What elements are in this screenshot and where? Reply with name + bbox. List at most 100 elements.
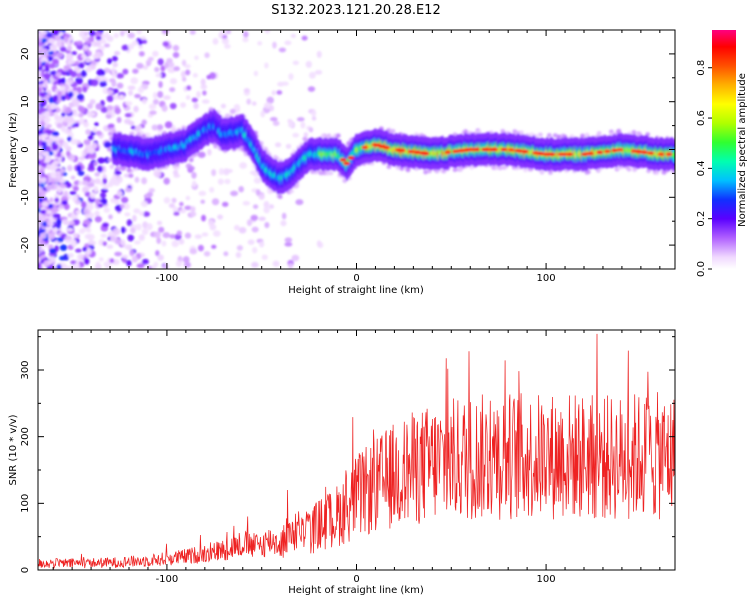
noise-cell (61, 77, 66, 84)
noise-cell (82, 246, 88, 252)
noise-cell (84, 58, 92, 63)
noise-cell (46, 209, 51, 215)
halo-cell (539, 170, 545, 175)
spectrogram-xlabel: Height of straight line (km) (288, 285, 424, 296)
noise-cell (83, 44, 89, 51)
halo-cell (441, 169, 447, 174)
noise-cell (64, 182, 73, 188)
spectrogram-ylabel: Frequency (Hz) (8, 112, 19, 188)
ridge-peak-cell (407, 149, 415, 154)
noise-cell (60, 168, 65, 174)
noise-cell (114, 238, 121, 245)
noise-cell (136, 30, 142, 35)
noise-cell (111, 73, 117, 78)
ridge-peak-cell (596, 150, 604, 155)
noise-cell (88, 205, 93, 211)
noise-cell (47, 204, 54, 209)
noise-cell (59, 244, 68, 251)
noise-cell (128, 90, 134, 96)
noise-cell (152, 91, 158, 99)
snr-ytick-label: 0 (20, 567, 31, 573)
noise-cell (281, 212, 287, 220)
halo-cell (328, 170, 334, 176)
noise-cell (81, 53, 87, 59)
noise-cell (87, 110, 92, 118)
noise-cell (62, 265, 71, 269)
noise-cell (149, 110, 157, 115)
noise-cell (63, 65, 70, 72)
noise-cell (95, 261, 101, 268)
noise-cell (52, 213, 61, 219)
snr-ytick-label: 200 (20, 427, 31, 446)
noise-cell (124, 118, 132, 125)
noise-cell (171, 197, 177, 204)
noise-cell (184, 205, 192, 211)
halo-cell (584, 132, 590, 138)
noise-cell (108, 214, 113, 220)
halo-cell (646, 168, 651, 174)
noise-cell (109, 258, 115, 264)
noise-cell (76, 253, 85, 260)
snr-xlabel: Height of straight line (km) (288, 585, 424, 596)
ridge-peak-cell (586, 151, 594, 156)
noise-cell (223, 251, 229, 257)
noise-cell (111, 80, 117, 88)
noise-cell (38, 45, 43, 53)
noise-cell (41, 151, 50, 157)
noise-cell (252, 204, 259, 209)
noise-cell (127, 43, 135, 50)
halo-cell (452, 167, 458, 173)
noise-cell (76, 72, 82, 78)
halo-cell (136, 131, 141, 137)
halo-cell (405, 167, 411, 172)
noise-cell (89, 99, 96, 105)
noise-cell (116, 190, 123, 197)
noise-cell (311, 109, 317, 117)
noise-cell (142, 65, 149, 70)
noise-cell (211, 244, 217, 249)
spectrogram-ytick-label: -20 (20, 237, 31, 253)
noise-cell (47, 55, 53, 62)
noise-cell (186, 85, 192, 91)
noise-cell (100, 188, 109, 193)
halo-cell (107, 131, 113, 136)
noise-cell (271, 90, 276, 96)
noise-cell (290, 33, 297, 38)
ridge-peak-cell (339, 158, 347, 162)
ridge-peak-cell (500, 147, 508, 152)
noise-cell (192, 72, 198, 78)
spectrogram-ytick-label: 20 (20, 48, 31, 61)
noise-cell (40, 57, 46, 63)
noise-cell (50, 103, 58, 110)
noise-cell (89, 35, 95, 43)
noise-cell (46, 219, 51, 226)
noise-cell (209, 187, 215, 193)
noise-cell (221, 38, 230, 45)
noise-cell (201, 99, 210, 104)
noise-cell (266, 96, 274, 104)
noise-cell (93, 185, 99, 193)
noise-cell (38, 214, 44, 220)
noise-cell (288, 263, 294, 269)
noise-cell (181, 76, 187, 82)
noise-cell (94, 172, 101, 177)
noise-cell (100, 106, 109, 113)
colorbar-tick-label: 0.6 (696, 110, 707, 126)
halo-cell (512, 129, 518, 134)
noise-cell (86, 228, 92, 233)
noise-cell (124, 187, 133, 193)
noise-cell (238, 186, 244, 193)
noise-cell (106, 244, 114, 249)
ridge-peak-cell (542, 152, 550, 157)
noise-cell (145, 59, 152, 65)
noise-cell (75, 210, 81, 215)
noise-cell (68, 91, 74, 98)
noise-cell (260, 110, 266, 118)
noise-cell (87, 50, 92, 57)
noise-cell (202, 90, 207, 96)
noise-cell (46, 163, 51, 171)
noise-cell (127, 85, 136, 91)
noise-cell (236, 245, 244, 251)
noise-cell (107, 231, 114, 237)
noise-cell (97, 157, 105, 164)
